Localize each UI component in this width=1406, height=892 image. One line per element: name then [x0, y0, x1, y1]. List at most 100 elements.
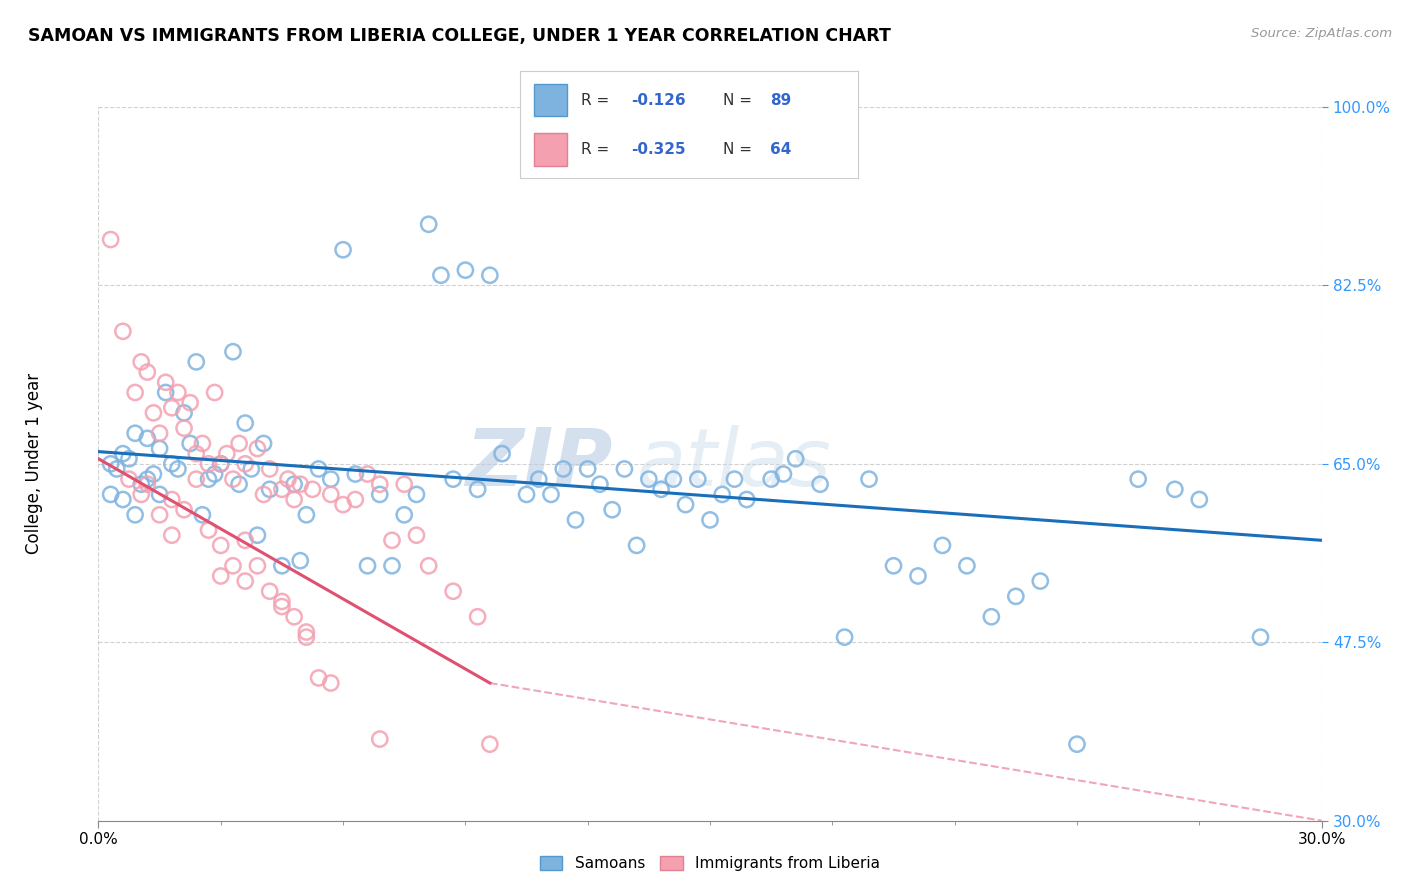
Point [129, 477, 152, 491]
Point [283, 492, 305, 507]
Point [160, 401, 183, 415]
Point [344, 492, 367, 507]
Point [564, 513, 586, 527]
Point [173, 406, 195, 420]
Point [111, 324, 134, 338]
Point [675, 498, 697, 512]
Point [222, 558, 245, 573]
Point [197, 472, 219, 486]
Point [308, 671, 330, 685]
Point [277, 472, 299, 486]
Text: SAMOAN VS IMMIGRANTS FROM LIBERIA COLLEGE, UNDER 1 YEAR CORRELATION CHART: SAMOAN VS IMMIGRANTS FROM LIBERIA COLLEG… [28, 27, 891, 45]
Point [246, 528, 269, 542]
Point [883, 558, 905, 573]
Text: atlas: atlas [637, 425, 831, 503]
Point [454, 263, 477, 277]
Point [858, 472, 880, 486]
Point [295, 625, 318, 640]
Point [129, 487, 152, 501]
Point [540, 487, 562, 501]
Point [711, 487, 734, 501]
Point [222, 344, 245, 359]
Point [160, 528, 183, 542]
Point [240, 462, 263, 476]
Point [381, 558, 404, 573]
Point [980, 609, 1002, 624]
Point [105, 462, 128, 476]
Point [405, 528, 427, 542]
Point [118, 472, 141, 486]
Point [553, 462, 575, 476]
Point [723, 472, 745, 486]
Point [209, 569, 232, 583]
Point [124, 508, 146, 522]
Point [907, 569, 929, 583]
Y-axis label: College, Under 1 year: College, Under 1 year [25, 373, 42, 555]
Point [270, 594, 294, 608]
Point [283, 609, 305, 624]
Point [129, 355, 152, 369]
FancyBboxPatch shape [534, 134, 568, 166]
Point [290, 554, 312, 568]
Point [259, 483, 281, 497]
Point [527, 472, 550, 486]
Text: -0.126: -0.126 [631, 93, 686, 108]
Point [186, 472, 208, 486]
Point [149, 426, 172, 441]
Point [259, 584, 281, 599]
Point [252, 487, 274, 501]
Point [204, 385, 226, 400]
Point [662, 472, 685, 486]
Point [100, 457, 122, 471]
Point [142, 406, 165, 420]
Point [368, 487, 391, 501]
Point [1164, 483, 1187, 497]
Point [252, 436, 274, 450]
Legend: Samoans, Immigrants from Liberia: Samoans, Immigrants from Liberia [533, 850, 887, 877]
Point [1029, 574, 1052, 588]
Point [124, 426, 146, 441]
Point [136, 477, 159, 491]
Point [381, 533, 404, 548]
Point [295, 508, 318, 522]
Point [319, 676, 342, 690]
Point [301, 483, 323, 497]
Point [136, 472, 159, 486]
Point [209, 457, 232, 471]
Text: N =: N = [723, 93, 756, 108]
Point [149, 487, 172, 501]
Point [197, 457, 219, 471]
Point [233, 416, 256, 430]
Point [155, 376, 177, 390]
Point [1066, 737, 1088, 751]
Point [179, 436, 201, 450]
Point [111, 492, 134, 507]
Point [233, 457, 256, 471]
Point [209, 538, 232, 552]
Point [1188, 492, 1211, 507]
Point [650, 483, 672, 497]
Text: R =: R = [581, 93, 614, 108]
Text: R =: R = [581, 142, 614, 157]
Point [441, 472, 464, 486]
Point [204, 467, 226, 481]
Point [368, 477, 391, 491]
Point [418, 217, 440, 231]
Point [142, 467, 165, 481]
Point [160, 492, 183, 507]
Point [191, 508, 214, 522]
Point [368, 732, 391, 747]
Point [295, 630, 318, 644]
Point [478, 737, 501, 751]
Point [118, 451, 141, 466]
Point [467, 609, 489, 624]
Point [600, 502, 623, 516]
Point [392, 477, 416, 491]
Point [186, 447, 208, 461]
Point [270, 599, 294, 614]
Point [1250, 630, 1272, 644]
Point [699, 513, 721, 527]
Point [332, 498, 354, 512]
Point [186, 355, 208, 369]
FancyBboxPatch shape [534, 84, 568, 116]
